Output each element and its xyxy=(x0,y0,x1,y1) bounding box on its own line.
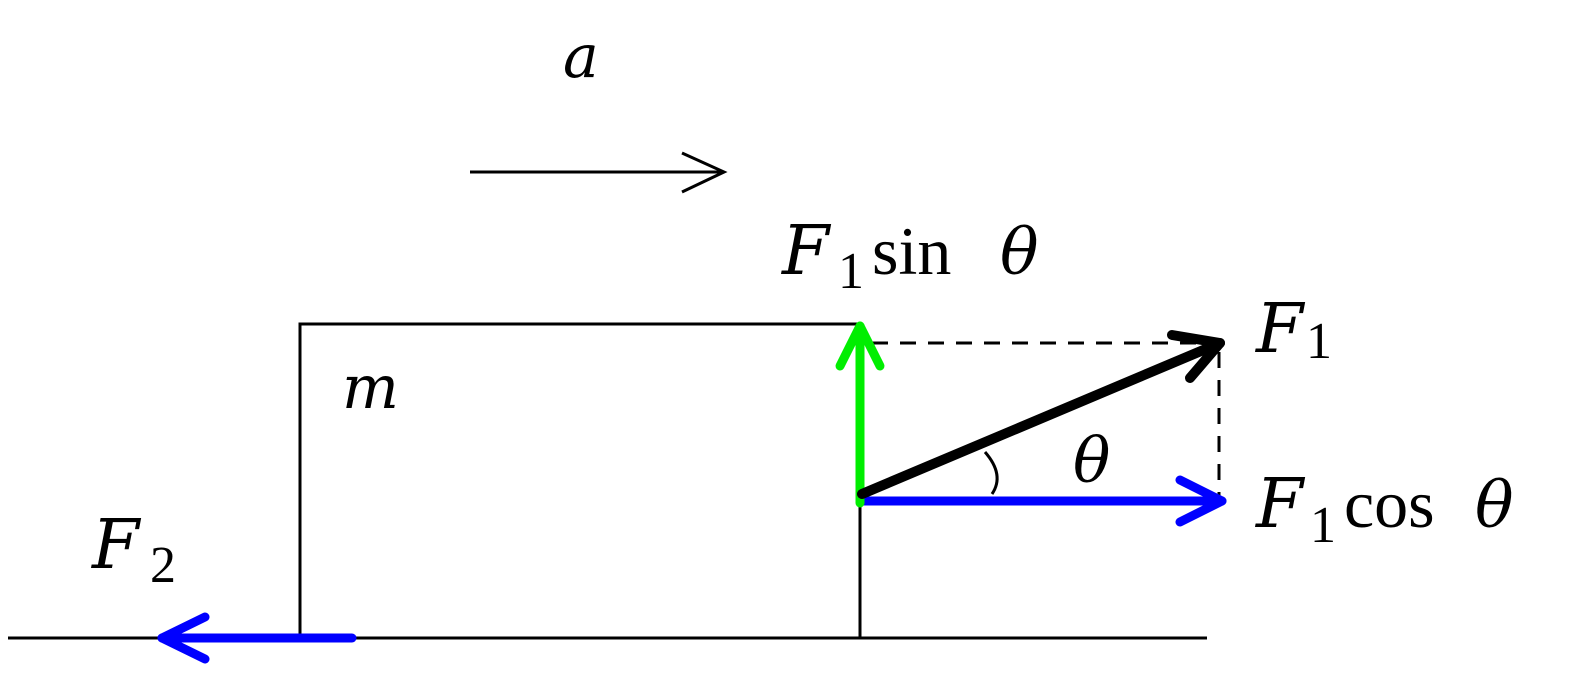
svg-text:θ: θ xyxy=(1475,469,1514,543)
horizontal-component-arrow xyxy=(855,475,1227,527)
acceleration-arrow xyxy=(470,151,728,194)
svg-text:cos: cos xyxy=(1344,466,1435,542)
svg-text:F: F xyxy=(1254,465,1306,544)
force2-label: F 2 xyxy=(90,506,176,594)
svg-text:1: 1 xyxy=(1306,313,1332,370)
svg-text:F: F xyxy=(1254,290,1306,369)
svg-text:2: 2 xyxy=(150,537,176,594)
force2-arrow xyxy=(157,612,357,664)
horizontal-component-label: F 1 cos θ xyxy=(1254,465,1514,554)
svg-text:θ: θ xyxy=(1000,216,1039,290)
svg-text:sin: sin xyxy=(872,213,951,289)
svg-text:F: F xyxy=(90,506,142,585)
svg-text:1: 1 xyxy=(1310,497,1336,554)
force1-label: F 1 xyxy=(1254,290,1332,370)
angle-label: θ xyxy=(1073,424,1110,497)
angle-arc xyxy=(983,451,999,495)
vertical-component-arrow xyxy=(835,321,885,508)
svg-text:F: F xyxy=(780,212,832,291)
vertical-component-label: F 1 sin θ xyxy=(780,212,1039,300)
mass-label: m xyxy=(342,353,399,423)
force1-arrow xyxy=(857,330,1225,499)
block xyxy=(298,322,860,638)
acceleration-label: a xyxy=(563,22,599,92)
svg-text:1: 1 xyxy=(838,243,864,300)
